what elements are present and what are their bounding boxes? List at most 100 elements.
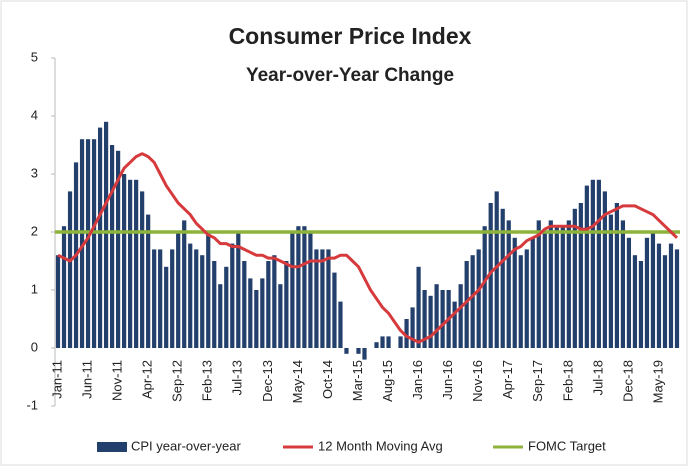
bar [398,336,403,348]
bar [506,220,511,348]
x-tick-label: Apr-12 [140,360,155,399]
x-tick-label: Feb-18 [560,360,575,401]
bar [518,255,523,348]
bar [536,220,541,348]
bar [308,232,313,348]
bar [254,290,259,348]
x-tick-label: Oct-14 [320,360,335,399]
bar [109,145,115,348]
bar [428,295,433,348]
bar [626,237,632,348]
legend-swatch [97,442,127,452]
bar [548,220,553,348]
bar [134,179,139,348]
bar [218,284,223,348]
bar [272,255,277,348]
x-tick-label: Feb-13 [200,360,215,401]
chart-title: Consumer Price Index [229,23,472,49]
x-tick-label: May-14 [290,360,305,403]
bar [584,185,589,348]
bar [248,278,253,348]
bar [464,261,469,348]
bar [614,203,620,348]
bar [170,249,175,348]
bar [542,232,547,348]
bar [284,261,289,348]
bar [97,127,103,348]
bar [374,342,379,348]
bar [338,301,343,348]
bar [103,121,109,348]
bar [524,249,529,348]
legend-label: FOMC Target [528,438,606,453]
bar [314,249,319,348]
y-tick-label: 4 [31,107,38,122]
bar [188,243,193,348]
bar [566,220,571,348]
bar [194,249,199,348]
bar [230,243,235,348]
bar [650,232,656,348]
x-tick-label: Apr-17 [500,360,515,399]
bar [434,284,439,348]
bar [122,174,127,348]
moving-avg-line [57,152,679,344]
bar [560,226,565,348]
bar [452,301,457,348]
bar [164,266,169,348]
bar [554,226,559,348]
bar [158,249,163,348]
x-tick-label: May-19 [650,360,665,403]
bar [140,191,145,348]
chart-subtitle: Year-over-Year Change [246,65,454,86]
bar [500,208,505,348]
x-tick-label: Sep-12 [170,360,185,402]
bar [470,255,475,348]
bar [296,226,301,348]
bar [206,232,211,348]
bar [674,249,680,348]
bar [91,139,97,348]
bar [290,232,295,348]
bar [410,307,415,348]
bar [212,261,217,348]
bar [620,220,626,348]
x-tick-label: Nov-11 [110,360,125,401]
bar [404,319,409,348]
bar [266,261,271,348]
bar [320,249,325,348]
bar [416,266,421,348]
bar [242,261,247,348]
bar [572,208,577,348]
y-tick-label: 0 [31,339,38,354]
x-tick-label: Jul-18 [590,360,605,395]
bar [494,191,499,348]
x-tick-label: Dec-13 [260,360,275,402]
bar [302,226,307,348]
bar [530,237,535,348]
bar [224,266,229,348]
bar [578,203,583,348]
bar [260,278,265,348]
bar [200,255,205,348]
x-tick-label: Mar-15 [350,360,365,401]
bar [458,284,463,348]
y-tick-label: 1 [31,281,38,296]
bar [482,226,487,348]
y-tick-label: 5 [31,49,38,64]
bar [590,179,595,348]
bar [61,226,67,348]
bar [488,203,493,348]
y-tick-label: -1 [26,397,38,412]
bar [356,348,361,354]
x-tick-label: Jan-16 [410,360,425,400]
bar [152,249,157,348]
legend-label: CPI year-over-year [131,438,241,453]
bar [656,243,662,348]
legend-label: 12 Month Moving Avg [318,438,443,453]
bar [128,179,133,348]
x-tick-label: Jun-11 [79,360,94,399]
bar [182,220,187,348]
bar [176,232,181,348]
